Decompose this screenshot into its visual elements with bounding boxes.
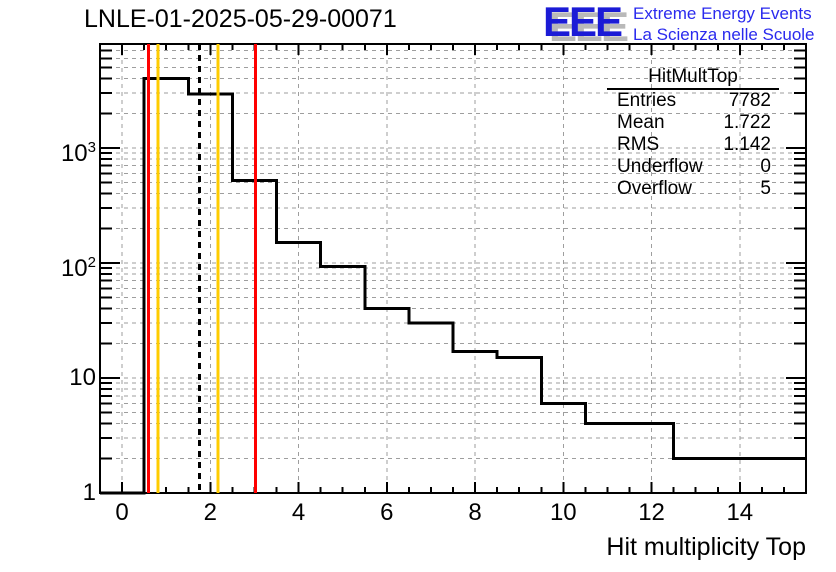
x-tick-label-4: 4 <box>291 499 306 526</box>
stat-value: 1.722 <box>723 112 771 133</box>
stat-row-rms: RMS 1.142 <box>607 134 779 156</box>
y-tick-label-10: 10 <box>69 363 96 391</box>
eee-logo-acronym: EEE <box>543 0 623 45</box>
stat-label: RMS <box>617 134 660 155</box>
x-tick-label-14: 14 <box>726 499 754 526</box>
eee-logo-text: Extreme Energy Events La Scienza nelle S… <box>633 4 814 45</box>
y-tick-label-1000: 103 <box>60 138 96 167</box>
x-axis-title: Hit multiplicity Top <box>606 533 806 561</box>
stat-row-mean: Mean 1.722 <box>607 112 779 134</box>
stat-value: 7782 <box>728 90 771 111</box>
plot-frame <box>99 43 807 494</box>
stat-value: 1.142 <box>723 134 771 155</box>
stat-value: 5 <box>760 178 771 199</box>
stat-value: 0 <box>760 156 771 177</box>
stat-label: Mean <box>617 112 665 133</box>
x-tick-label-8: 8 <box>468 499 482 526</box>
x-tick-label-0: 0 <box>115 499 129 526</box>
logo-line2: La Scienza nelle Scuole <box>633 24 815 44</box>
stats-title: HitMultTop <box>607 66 779 90</box>
stat-row-overflow: Overflow 5 <box>607 178 779 200</box>
stat-label: Overflow <box>617 178 692 199</box>
stat-row-entries: Entries 7782 <box>607 90 779 112</box>
y-tick-label-1: 1 <box>82 479 96 506</box>
stat-label: Entries <box>617 90 677 111</box>
stats-box: HitMultTop Entries 7782 Mean 1.722 RMS 1.142 U… <box>607 66 779 200</box>
x-tick-label-2: 2 <box>203 499 217 526</box>
stat-label: Underflow <box>617 156 703 177</box>
x-tick-label-6: 6 <box>380 499 394 526</box>
stat-row-underflow: Underflow 0 <box>607 156 779 178</box>
y-tick-label-100: 102 <box>60 253 96 282</box>
x-tick-label-10: 10 <box>549 499 577 526</box>
x-tick-label-12: 12 <box>638 499 665 526</box>
eee-logo: EEE Extreme Energy Events La Scienza nel… <box>543 0 815 45</box>
logo-line1: Extreme Energy Events <box>633 4 812 23</box>
stats-rows: Entries 7782 Mean 1.722 RMS 1.142 Underflow 0 Ov… <box>607 90 779 200</box>
page-title: LNLE-01-2025-05-29-00071 <box>84 5 397 33</box>
